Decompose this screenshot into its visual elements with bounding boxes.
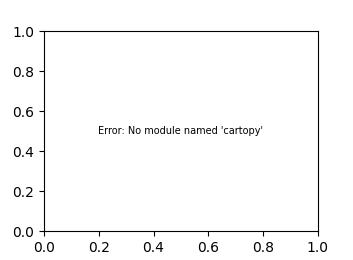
Text: Error: No module named 'cartopy': Error: No module named 'cartopy' — [98, 126, 263, 136]
